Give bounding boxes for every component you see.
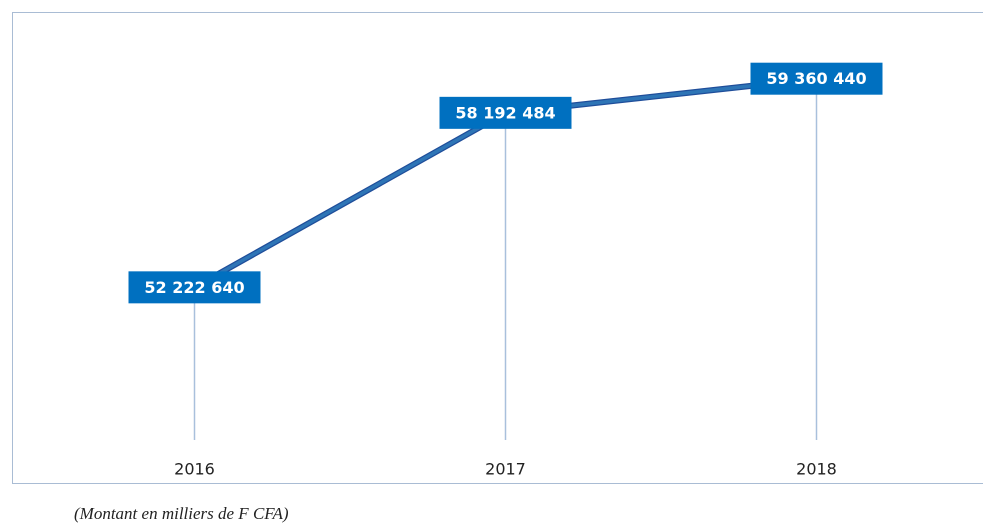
value-label: 59 360 440: [766, 69, 866, 88]
x-tick-label: 2018: [796, 460, 837, 479]
x-tick-label: 2016: [174, 460, 215, 479]
value-label-box: [128, 271, 261, 304]
chart-border: [12, 12, 983, 484]
value-label-box: [439, 96, 572, 129]
footnote: (Montant en milliers de F CFA): [74, 504, 289, 523]
value-label-box: [750, 62, 883, 95]
value-label: 58 192 484: [455, 103, 555, 122]
x-tick-label: 2017: [485, 460, 526, 479]
value-label: 52 222 640: [144, 278, 244, 297]
